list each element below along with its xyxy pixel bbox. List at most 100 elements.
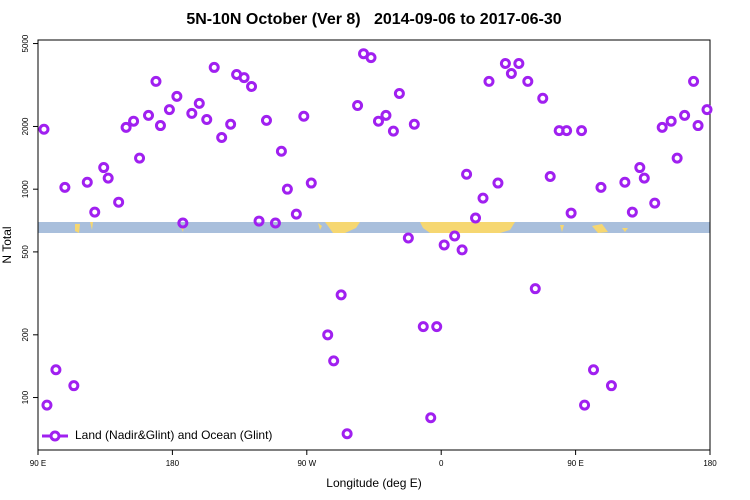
point — [305, 177, 317, 189]
point — [281, 183, 293, 195]
point — [352, 100, 364, 112]
point — [50, 364, 62, 376]
chart-title: 5N-10N October (Ver 8) 2014-09-06 to 201… — [186, 11, 561, 28]
point — [328, 355, 340, 367]
point — [470, 212, 482, 224]
point — [163, 104, 175, 116]
point — [387, 125, 399, 137]
point — [417, 321, 429, 333]
point — [425, 412, 437, 424]
point — [456, 244, 468, 256]
point — [113, 196, 125, 208]
point — [638, 172, 650, 184]
x-tick-label: 90 E — [567, 459, 583, 468]
point — [513, 58, 525, 70]
point — [120, 121, 132, 133]
point — [246, 81, 258, 93]
point — [269, 217, 281, 229]
point — [626, 206, 638, 218]
point — [544, 171, 556, 183]
point — [701, 104, 713, 116]
point — [68, 380, 80, 392]
point — [365, 52, 377, 64]
point — [171, 90, 183, 102]
point — [298, 110, 310, 122]
point — [201, 113, 213, 125]
x-tick-label: 180 — [166, 459, 180, 468]
x-tick-label: 0 — [439, 459, 444, 468]
y-tick-label: 5000 — [21, 34, 30, 52]
point — [335, 289, 347, 301]
point — [89, 206, 101, 218]
point — [275, 145, 287, 157]
point — [208, 61, 220, 73]
point — [438, 239, 450, 251]
point — [143, 109, 155, 121]
point — [449, 230, 461, 242]
point — [431, 321, 443, 333]
x-tick-label: 180 — [703, 459, 717, 468]
point — [529, 283, 541, 295]
point — [253, 215, 265, 227]
point — [128, 115, 140, 127]
point — [619, 176, 631, 188]
point — [671, 152, 683, 164]
point — [595, 181, 607, 193]
point — [177, 217, 189, 229]
point — [41, 399, 53, 411]
point — [483, 75, 495, 87]
point — [290, 208, 302, 220]
point — [665, 115, 677, 127]
x-tick-label: 90 W — [297, 459, 316, 468]
point — [341, 428, 353, 440]
point — [565, 207, 577, 219]
point — [561, 125, 573, 137]
point — [225, 118, 237, 130]
point — [186, 107, 198, 119]
point — [59, 181, 71, 193]
point — [393, 87, 405, 99]
point — [461, 168, 473, 180]
point — [402, 232, 414, 244]
point — [81, 176, 93, 188]
point — [679, 109, 691, 121]
point — [492, 177, 504, 189]
legend-marker — [49, 430, 61, 442]
point — [588, 364, 600, 376]
point — [372, 115, 384, 127]
point — [634, 162, 646, 174]
y-tick-label: 100 — [21, 390, 30, 404]
x-tick-label: 90 E — [30, 459, 46, 468]
point — [537, 92, 549, 104]
y-tick-label: 500 — [21, 245, 30, 259]
plot-frame — [37, 39, 711, 451]
point — [649, 197, 661, 209]
point — [134, 152, 146, 164]
point — [692, 120, 704, 132]
point — [505, 68, 517, 80]
point — [322, 329, 334, 341]
legend-label: Land (Nadir&Glint) and Ocean (Glint) — [75, 428, 272, 442]
point — [154, 120, 166, 132]
point — [688, 75, 700, 87]
point — [579, 399, 591, 411]
y-tick-label: 200 — [21, 328, 30, 342]
point — [102, 172, 114, 184]
point — [238, 72, 250, 84]
point — [477, 192, 489, 204]
point — [408, 118, 420, 130]
point — [193, 97, 205, 109]
point — [260, 114, 272, 126]
point — [656, 121, 668, 133]
point — [38, 123, 50, 135]
point — [216, 132, 228, 144]
x-axis-label: Longitude (deg E) — [326, 476, 421, 490]
point — [98, 162, 110, 174]
y-tick-label: 1000 — [21, 180, 30, 198]
point — [605, 380, 617, 392]
point — [576, 125, 588, 137]
y-axis-label: N Total — [0, 226, 14, 263]
point — [380, 109, 392, 121]
point — [522, 75, 534, 87]
